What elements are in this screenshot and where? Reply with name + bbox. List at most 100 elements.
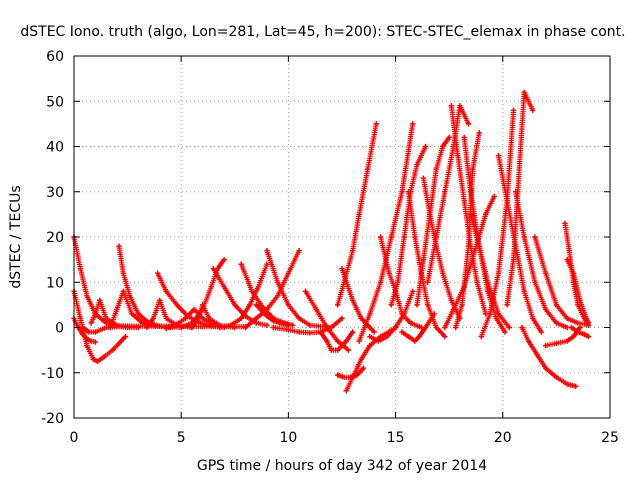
data-point <box>90 356 96 362</box>
y-axis-label: dSTEC / TECUs <box>8 185 24 288</box>
data-point <box>401 234 407 240</box>
data-point <box>84 336 90 342</box>
data-point <box>109 347 116 353</box>
data-point <box>84 293 90 299</box>
data-point <box>414 162 420 168</box>
data-point <box>543 365 549 371</box>
x-tick-label: 20 <box>494 430 512 446</box>
data-point <box>530 107 536 113</box>
data-series <box>414 134 452 308</box>
data-series <box>253 302 291 328</box>
series-markers <box>564 257 592 326</box>
data-point <box>525 338 532 344</box>
x-tick-labels: 0 5 10 15 20 25 <box>70 430 619 446</box>
data-point <box>375 338 382 344</box>
data-point <box>491 193 497 199</box>
data-point <box>328 347 334 353</box>
data-series <box>163 306 216 332</box>
data-point <box>442 189 448 195</box>
data-point <box>553 320 559 326</box>
data-point <box>459 302 465 308</box>
data-point <box>350 374 356 380</box>
data-point <box>568 324 575 331</box>
y-tick-label: -10 <box>41 366 64 382</box>
data-point <box>412 338 418 344</box>
data-point <box>122 333 129 340</box>
data-point <box>532 234 538 240</box>
data-point <box>453 324 459 331</box>
y-tick-label: 30 <box>46 185 64 201</box>
data-series <box>367 288 416 344</box>
data-point <box>335 338 341 344</box>
data-point <box>88 320 94 326</box>
data-point <box>577 324 583 331</box>
data-point <box>92 339 99 345</box>
data-point <box>140 320 146 326</box>
data-point <box>120 288 126 294</box>
data-point <box>410 288 416 294</box>
data-point <box>420 175 427 181</box>
data-point <box>238 315 244 322</box>
x-tick-label: 15 <box>387 430 405 446</box>
data-point <box>485 288 491 294</box>
data-point <box>358 315 364 322</box>
data-point <box>450 306 457 312</box>
data-point <box>270 318 276 324</box>
data-point <box>440 143 446 150</box>
data-point <box>79 324 86 331</box>
data-point <box>446 134 452 141</box>
data-point <box>79 331 86 337</box>
data-point <box>210 322 216 328</box>
data-point <box>285 327 291 333</box>
data-series <box>377 234 424 331</box>
data-point <box>127 293 133 299</box>
data-point <box>543 270 549 276</box>
data-point <box>343 338 349 344</box>
data-point <box>399 189 405 195</box>
data-point <box>442 333 448 340</box>
data-point <box>191 306 197 312</box>
data-point <box>585 333 592 340</box>
data-point <box>583 315 590 322</box>
data-series <box>339 266 377 335</box>
data-series <box>543 324 583 349</box>
y-tick-label: 50 <box>46 94 64 110</box>
data-point <box>227 322 234 328</box>
data-point <box>208 284 214 290</box>
x-tick-label: 10 <box>279 430 297 446</box>
y-tick-label: 40 <box>46 140 64 156</box>
data-point <box>94 358 101 365</box>
data-point <box>221 257 227 263</box>
data-point <box>474 279 480 285</box>
data-point <box>543 343 549 349</box>
data-point <box>476 243 482 249</box>
data-point <box>358 356 364 362</box>
data-series <box>270 315 345 336</box>
data-point <box>339 315 345 322</box>
y-tick-label: 0 <box>55 321 64 337</box>
data-point <box>249 288 255 294</box>
data-point <box>77 315 84 322</box>
data-point <box>530 315 536 322</box>
data-point <box>120 270 126 276</box>
data-point <box>324 324 330 331</box>
data-point <box>324 338 330 344</box>
data-point <box>425 302 431 308</box>
data-point <box>495 270 502 276</box>
data-point <box>575 320 581 326</box>
data-point <box>433 324 439 331</box>
data-point <box>350 247 356 254</box>
data-point <box>367 333 373 340</box>
data-series <box>356 121 416 344</box>
data-point <box>174 302 180 308</box>
data-point <box>410 121 416 127</box>
data-point <box>433 234 439 240</box>
series-markers <box>116 243 184 331</box>
data-point <box>465 121 472 127</box>
y-tick-label: 60 <box>46 49 64 65</box>
data-point <box>510 107 517 113</box>
data-point <box>182 315 189 322</box>
data-point <box>360 365 367 371</box>
data-point <box>483 211 489 217</box>
